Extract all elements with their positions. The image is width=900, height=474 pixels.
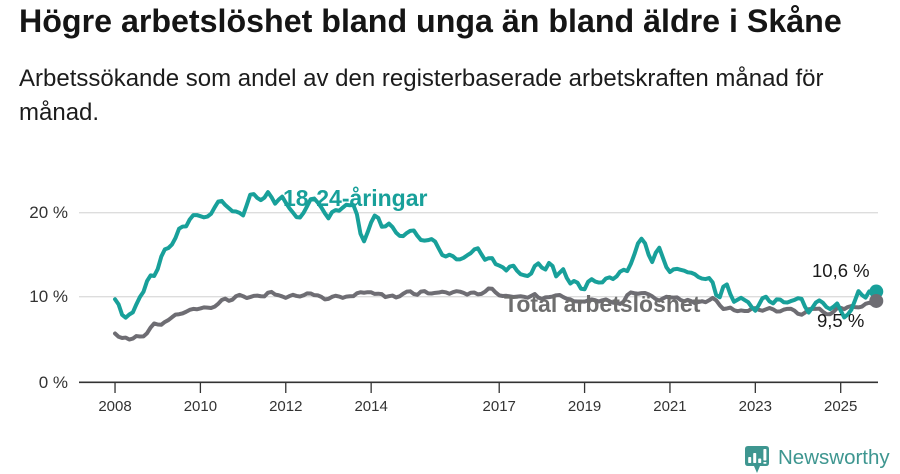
svg-text:0 %: 0 % xyxy=(39,373,68,392)
svg-text:2010: 2010 xyxy=(184,398,217,415)
svg-text:Total arbetslöshet: Total arbetslöshet xyxy=(504,291,701,317)
svg-text:10,6 %: 10,6 % xyxy=(812,260,870,281)
svg-text:2019: 2019 xyxy=(568,398,601,415)
svg-text:2021: 2021 xyxy=(653,398,686,415)
svg-text:18-24-åringar: 18-24-åringar xyxy=(283,185,428,211)
svg-text:Newsworthy: Newsworthy xyxy=(778,446,890,469)
svg-text:9,5 %: 9,5 % xyxy=(817,310,864,331)
svg-text:20 %: 20 % xyxy=(29,203,68,222)
svg-text:2014: 2014 xyxy=(354,398,387,415)
svg-text:10 %: 10 % xyxy=(29,287,68,306)
svg-text:2025: 2025 xyxy=(824,398,857,415)
svg-text:2008: 2008 xyxy=(98,398,131,415)
svg-text:2017: 2017 xyxy=(483,398,516,415)
svg-text:2012: 2012 xyxy=(269,398,302,415)
svg-text:2023: 2023 xyxy=(739,398,772,415)
